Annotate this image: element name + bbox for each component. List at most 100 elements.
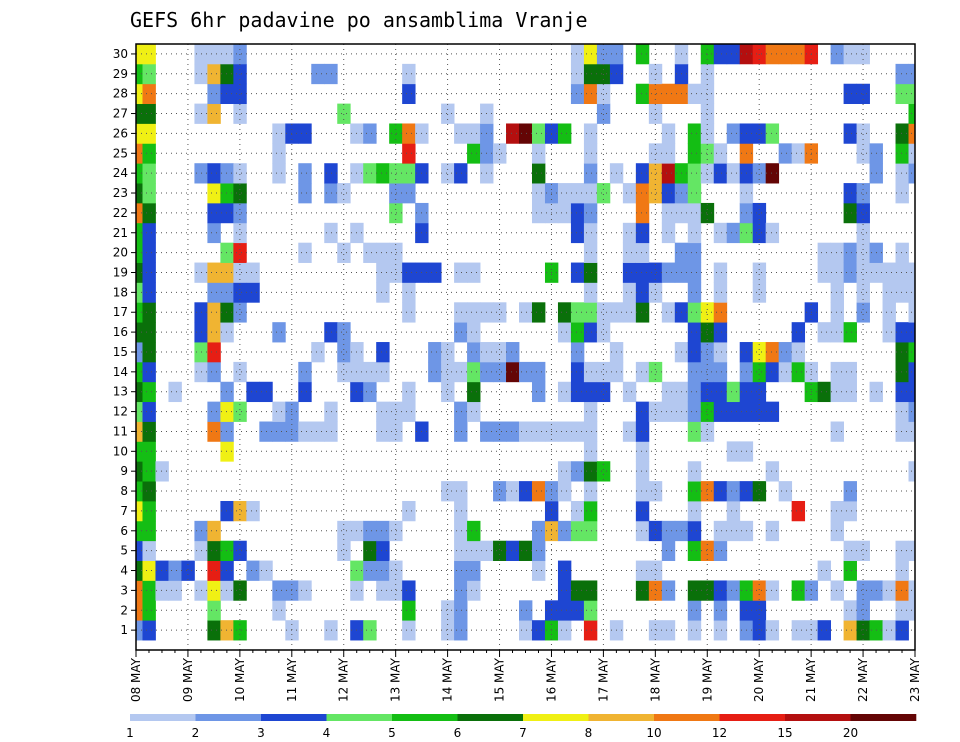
heat-cell: [895, 560, 909, 581]
heat-cell: [298, 381, 312, 403]
heat-cell: [700, 540, 715, 561]
heat-cell: [895, 123, 909, 144]
heat-cell: [778, 143, 793, 164]
heat-cell: [557, 183, 572, 204]
heat-cell: [687, 401, 702, 422]
heat-cell: [830, 242, 844, 263]
heat-cell: [622, 421, 637, 442]
heat-cell: [765, 620, 780, 641]
heat-cell: [557, 202, 572, 224]
heat-cell: [895, 580, 909, 601]
heat-cell: [506, 361, 520, 383]
heat-cell: [389, 163, 403, 184]
heat-cell: [635, 302, 650, 323]
heat-cell: [233, 580, 247, 601]
heat-cell: [726, 481, 741, 502]
heat-cell: [506, 123, 520, 144]
heat-cell: [856, 83, 870, 105]
heat-cell: [519, 361, 533, 383]
heat-cell: [220, 540, 234, 561]
heat-cell: [830, 262, 844, 283]
heat-cell: [207, 620, 221, 641]
heat-cell: [402, 282, 416, 303]
heat-cell: [531, 381, 546, 403]
heat-cell: [687, 262, 702, 283]
heat-cell: [220, 44, 234, 65]
heat-cell: [635, 242, 650, 263]
heat-cell: [389, 123, 403, 144]
heat-cell: [233, 262, 247, 283]
heat-cell: [700, 123, 715, 144]
heat-cell: [856, 222, 870, 244]
y-tick-label: 9: [120, 464, 128, 478]
heat-cell: [142, 183, 156, 204]
colorbar-swatch: [523, 714, 589, 721]
heat-cell: [661, 381, 676, 403]
heat-cell: [687, 500, 702, 522]
heat-cell: [389, 580, 403, 601]
heat-cell: [298, 163, 312, 184]
heat-cell: [220, 242, 234, 263]
heat-cell: [402, 83, 416, 105]
heat-cell: [233, 103, 247, 124]
heat-cell: [142, 421, 156, 442]
heat-cell: [142, 44, 156, 65]
heat-cell: [142, 481, 156, 502]
heat-cell: [493, 342, 507, 363]
heat-cell: [454, 620, 468, 641]
heat-cell: [402, 123, 416, 144]
y-tick-label: 20: [113, 246, 128, 260]
heat-cell: [700, 421, 715, 442]
heat-cell: [687, 83, 702, 105]
heat-cell: [583, 401, 598, 422]
heat-cell: [583, 322, 598, 343]
heat-cell: [843, 560, 857, 581]
heat-cell: [843, 183, 857, 204]
heat-cell: [454, 163, 468, 184]
heat-cell: [648, 282, 663, 303]
heat-cell: [570, 381, 585, 403]
heat-cell: [895, 262, 909, 283]
heat-cell: [687, 481, 702, 502]
heat-cell: [752, 580, 767, 601]
heat-cell: [570, 202, 585, 224]
heat-cell: [531, 183, 546, 204]
heat-cell: [856, 183, 870, 204]
colorbar-swatch: [785, 714, 851, 721]
heat-cell: [402, 620, 416, 641]
heat-cell: [856, 302, 870, 323]
heat-cell: [136, 361, 143, 383]
y-tick-label: 5: [120, 544, 128, 558]
heat-cell: [363, 540, 377, 561]
heat-cell: [142, 63, 156, 85]
heat-cell: [726, 123, 741, 144]
colorbar-swatch: [195, 714, 262, 721]
heat-cell: [687, 282, 702, 303]
colorbar-swatch: [326, 714, 393, 721]
heat-cell: [324, 401, 338, 422]
heat-cell: [843, 322, 857, 343]
heat-cell: [778, 342, 793, 363]
heat-cell: [895, 620, 909, 641]
heat-cell: [136, 163, 143, 184]
heat-cell: [207, 282, 221, 303]
heat-cell: [467, 540, 481, 561]
heat-cell: [246, 282, 260, 303]
heat-cell: [583, 242, 598, 263]
heat-cell: [389, 421, 403, 442]
heat-cell: [752, 342, 767, 363]
x-tick-label: 22 MAY: [856, 657, 870, 702]
heat-cell: [428, 262, 442, 283]
heat-cell: [882, 580, 896, 601]
colorbar-label: 7: [519, 726, 527, 740]
heat-cell: [220, 441, 234, 462]
heat-cell: [726, 163, 741, 184]
x-tick-label: 09 MAY: [181, 657, 195, 702]
heat-cell: [856, 202, 870, 224]
heat-cell: [687, 143, 702, 164]
heat-cell: [713, 44, 728, 65]
heat-cell: [168, 580, 182, 601]
heat-cell: [648, 262, 663, 283]
heat-cell: [207, 600, 221, 621]
